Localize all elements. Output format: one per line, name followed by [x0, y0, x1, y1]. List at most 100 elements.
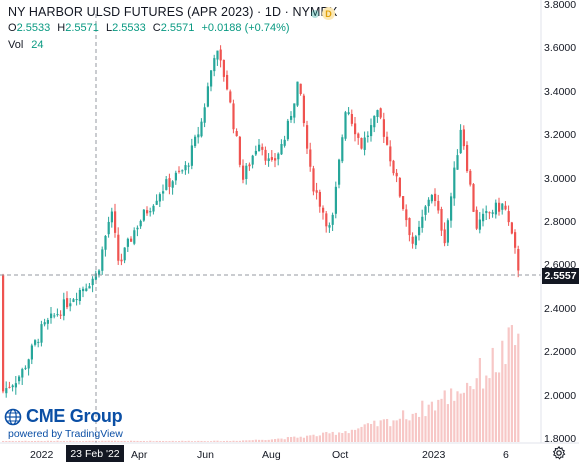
- volume-bar: [450, 388, 453, 442]
- volume-bar: [482, 388, 485, 442]
- volume-bar: [414, 412, 417, 442]
- logo-powered-by: powered by TradingView: [8, 428, 123, 440]
- candle-body: [450, 196, 453, 221]
- candle-body: [69, 303, 72, 307]
- candle-body: [296, 81, 299, 106]
- volume-bar: [78, 441, 81, 442]
- volume-bar: [274, 439, 277, 442]
- time-tick-label: Jun: [197, 449, 214, 461]
- candle-body: [59, 314, 62, 316]
- candle-body: [206, 86, 209, 107]
- candlesticks: [2, 45, 520, 398]
- volume-bar: [453, 400, 456, 442]
- candle-body: [376, 110, 379, 117]
- volume-bar: [507, 327, 510, 442]
- candle-body: [82, 288, 85, 292]
- candle-body: [142, 209, 145, 221]
- volume-bar: [427, 404, 430, 442]
- price-tick-label: 2.8000: [544, 216, 577, 228]
- candle-body: [238, 136, 241, 165]
- price-tick-label: 2.4000: [544, 302, 577, 315]
- volume-bar: [478, 358, 481, 442]
- candle-body: [302, 95, 305, 124]
- candle-body: [222, 59, 225, 77]
- candle-body: [174, 172, 177, 181]
- price-tick-label: 3.0000: [544, 172, 577, 185]
- candle-body: [405, 209, 408, 221]
- volume-bar: [98, 441, 101, 442]
- volume-bar: [222, 441, 225, 442]
- volume-bar: [14, 441, 17, 442]
- time-tick-label: Apr: [131, 449, 148, 461]
- symbol-title[interactable]: NY HARBOR ULSD FUTURES (APR 2023) · 1D ·…: [8, 5, 338, 19]
- volume-bar: [30, 441, 33, 442]
- candle-body: [46, 319, 49, 324]
- ohlc-key-close: C: [152, 22, 161, 34]
- candle-body: [427, 199, 430, 207]
- volume-bar: [373, 420, 376, 442]
- gear-icon[interactable]: [552, 446, 566, 460]
- cme-logo[interactable]: CME Group powered by TradingView: [4, 406, 123, 440]
- candle-body: [366, 135, 369, 137]
- volume-bar: [2, 440, 5, 442]
- candle-body: [5, 388, 8, 394]
- candle-body: [8, 386, 11, 388]
- volume-bar: [107, 440, 110, 442]
- volume-bar: [232, 440, 235, 442]
- candle-body: [517, 248, 520, 271]
- candle-body: [293, 103, 296, 118]
- volume-bar: [309, 435, 312, 442]
- volume-bar: [466, 382, 469, 442]
- candle-body: [421, 216, 424, 228]
- volume-bar: [437, 399, 440, 442]
- candle-body: [386, 136, 389, 145]
- candle-body: [322, 207, 325, 213]
- volume-bar: [325, 431, 328, 442]
- volume-bar: [290, 436, 293, 442]
- candle-body: [162, 191, 165, 194]
- price-tick-label: 3.4000: [544, 85, 577, 98]
- volume-bar: [72, 441, 75, 442]
- candle-body: [75, 299, 78, 301]
- candle-body: [155, 200, 158, 205]
- volume-bar: [459, 393, 462, 442]
- candle-body: [469, 170, 472, 185]
- volume-bar: [101, 440, 104, 442]
- candle-body: [437, 200, 440, 211]
- volume-bar: [229, 441, 232, 442]
- candle-body: [50, 313, 53, 319]
- volume-bar: [126, 441, 129, 442]
- candle-body: [434, 193, 437, 201]
- volume-bar: [366, 423, 369, 442]
- volume-bar: [456, 391, 459, 442]
- candle-body: [318, 191, 321, 207]
- candle-body: [350, 114, 353, 124]
- volume-bar: [194, 441, 197, 442]
- volume-bar: [110, 440, 113, 442]
- cme-globe-icon: [4, 408, 22, 425]
- volume-bar: [40, 440, 43, 442]
- volume-bar: [254, 439, 257, 442]
- candle-body: [165, 179, 168, 190]
- candle-body: [229, 91, 232, 103]
- price-tick-label: 3.6000: [544, 42, 577, 55]
- candle-body: [219, 49, 222, 61]
- candle-body: [491, 212, 494, 214]
- candle-body: [472, 184, 475, 212]
- volume-bar: [280, 438, 283, 442]
- volume-bar: [117, 440, 120, 442]
- volume-bar: [424, 416, 427, 442]
- candle-body: [338, 159, 341, 185]
- candle-body: [117, 234, 120, 261]
- volume-bar: [242, 440, 245, 442]
- delayed-badge[interactable]: D: [322, 7, 335, 20]
- volume-bar: [226, 440, 229, 442]
- volume-bar: [475, 378, 478, 442]
- candle-body: [245, 165, 248, 179]
- volume-bar: [344, 431, 347, 442]
- ohlc-change: +0.0188 (+0.74%): [201, 22, 290, 34]
- volume-bar: [328, 433, 331, 442]
- volume-bar: [286, 437, 289, 442]
- volume-bar: [408, 420, 411, 442]
